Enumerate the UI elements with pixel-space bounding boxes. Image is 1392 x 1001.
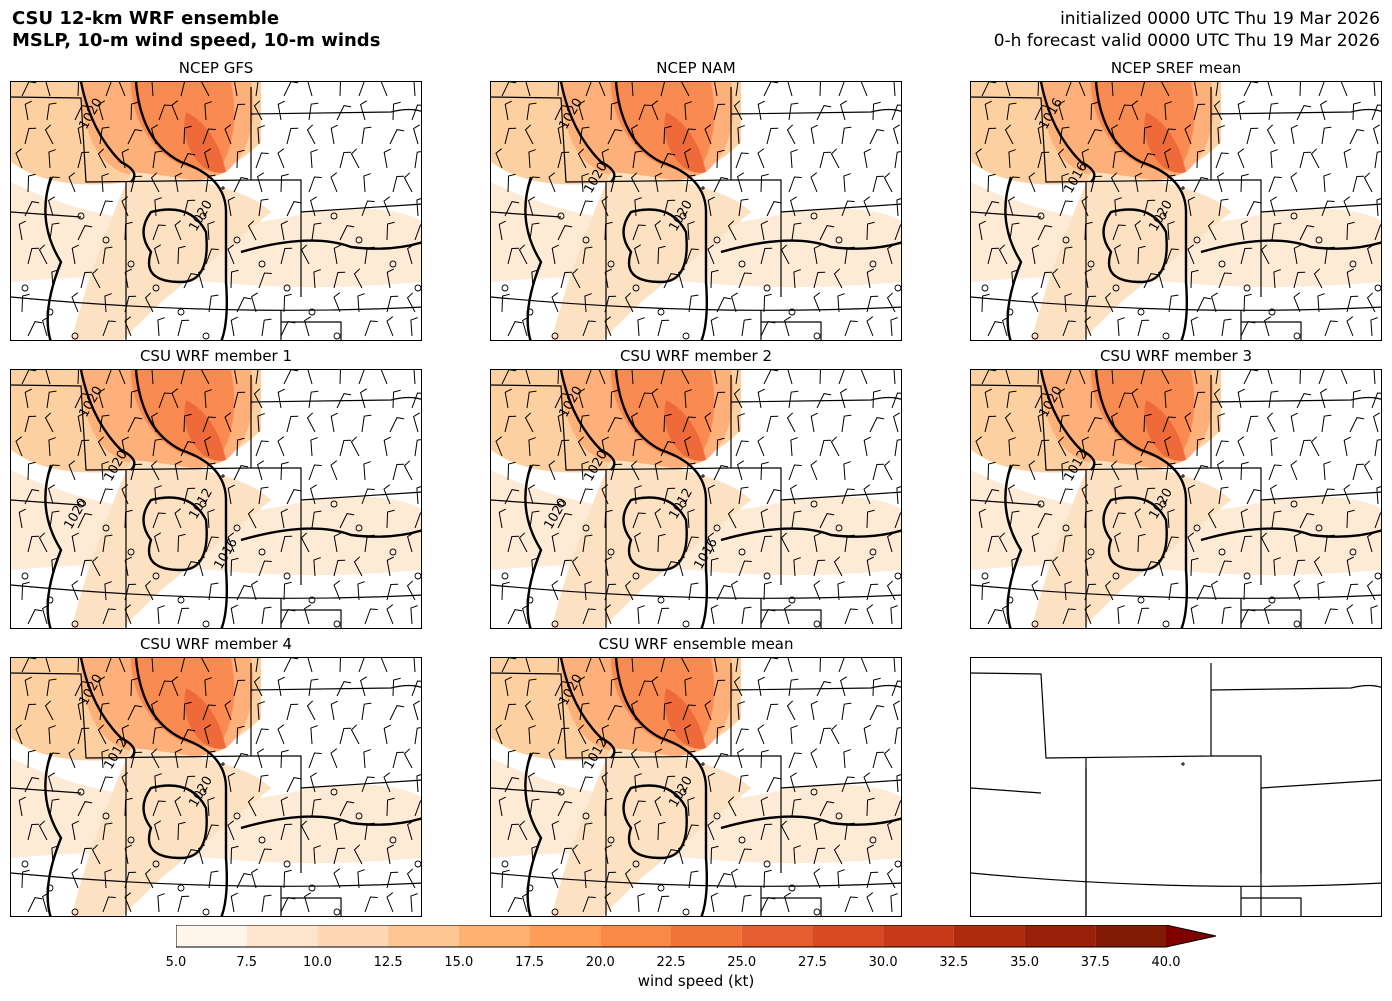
colorbar-tick-label: 15.0 [444,955,474,970]
panel-title: CSU WRF member 4 [139,635,293,653]
colorbar-tick-label: 10.0 [302,955,332,970]
panel-title: NCEP NAM [656,59,736,77]
colorbar-extend-arrow [1166,925,1216,947]
colorbar-tick-label: 32.5 [939,955,969,970]
colorbar-tick-label: 25.0 [727,955,757,970]
panel-title: NCEP SREF mean [1110,59,1242,77]
colorbar-segment [671,925,742,947]
colorbar-tick-label: 27.5 [797,955,827,970]
colorbar-segment [176,925,247,947]
map-panel: 1020 1020 [10,81,422,341]
colorbar-segment [812,925,884,947]
map-svg [971,663,1381,916]
colorbar-segment [1095,925,1166,947]
map-panel: 1016 1020 1016 [970,81,1382,341]
colorbar-tick-label: 37.5 [1080,955,1110,970]
colorbar-tick-label: 20.0 [585,955,615,970]
colorbar-tick-label: 40.0 [1151,955,1181,970]
colorbar-tick-label: 30.0 [868,955,898,970]
init-time: initialized 0000 UTC Thu 19 Mar 2026 [1060,9,1380,29]
colorbar-tick-label: 17.5 [515,955,545,970]
figure-title: CSU 12-km WRF ensemble MSLP, 10-m wind s… [12,8,380,52]
title-line-2: MSLP, 10-m wind speed, 10-m winds [12,30,381,51]
panel-title: CSU WRF member 2 [619,347,773,365]
colorbar-segment [741,925,813,947]
title-line-1: CSU 12-km WRF ensemble [12,8,280,29]
colorbar-tick-label: 22.5 [656,955,686,970]
colorbar-label: wind speed (kt) [637,972,755,990]
panel-title: NCEP GFS [178,59,254,77]
colorbar-segment [953,925,1025,947]
map-panel: 1020 1012 1020 1020 1016 [490,369,902,629]
colorbar-segment [246,925,318,947]
map-panel: 1020 1020 1012 [970,369,1382,629]
colorbar-segment [317,925,389,947]
colorbar-segment [388,925,459,947]
forecast-times: initialized 0000 UTC Thu 19 Mar 2026 0-h… [994,8,1380,52]
colorbar-tick-label: 12.5 [373,955,403,970]
map-panel: 1020 1020 1012 [490,657,902,917]
colorbar-segment [529,925,601,947]
panel-title: CSU WRF ensemble mean [598,635,794,653]
colorbar-tick-label: 5.0 [165,955,187,970]
colorbar-tick-label: 35.0 [1010,955,1040,970]
colorbar-segment [883,925,954,947]
map-panel: 1020 1012 1020 1020 1016 [10,369,422,629]
panel-title: CSU WRF member 1 [139,347,293,365]
colorbar-tick-label: 7.5 [236,955,258,970]
colorbar [175,924,1221,953]
map-panel: 1020 1020 1012 [10,657,422,917]
valid-time: 0-h forecast valid 0000 UTC Thu 19 Mar 2… [993,31,1380,51]
colorbar-segment [600,925,671,947]
colorbar-segment [458,925,530,947]
panel-title: CSU WRF member 3 [1099,347,1253,365]
map-panel [970,657,1382,917]
colorbar-svg [175,924,1217,948]
map-panel: 1020 1020 1020 [490,81,902,341]
colorbar-segment [1024,925,1096,947]
